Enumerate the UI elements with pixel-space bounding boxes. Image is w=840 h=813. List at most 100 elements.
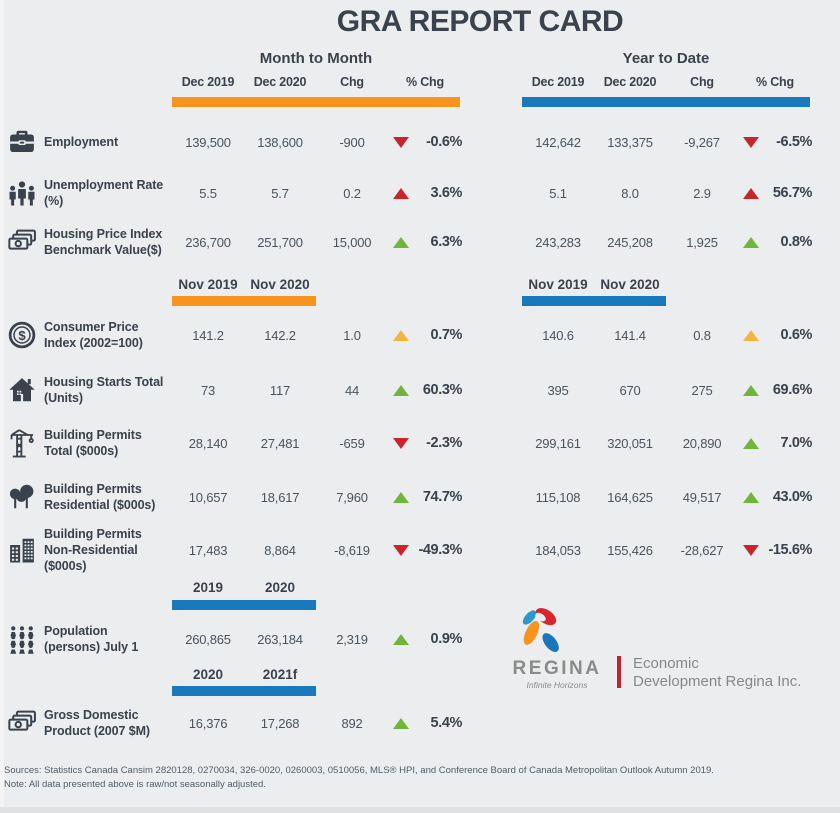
period-label: Nov 2020 [600, 277, 660, 292]
cell-ytd-v2019: 115,108 [535, 489, 581, 505]
logo-org-line2: Development Regina Inc. [633, 673, 802, 690]
percent-change-value: 0.7% [430, 327, 463, 343]
percent-change-value: 5.4% [430, 715, 463, 731]
cell-mtm-v2019: 16,376 [188, 715, 228, 731]
group-title-year-to-date: Year to Date [622, 50, 710, 67]
period-subheader-bar [522, 296, 666, 306]
population-icon [0, 624, 44, 654]
percent-change-value: 3.6% [430, 185, 463, 201]
cell-mtm-chg: -8,619 [334, 542, 370, 558]
cell-mtm-pct: 5.4% [388, 715, 462, 731]
cell-mtm-v2019: 141.2 [192, 327, 224, 343]
percent-change-value: -6.5% [776, 134, 812, 150]
cell-mtm-v2020: 18,617 [260, 489, 300, 505]
group-title-month-to-month: Month to Month [259, 50, 373, 67]
period-label: 2020 [264, 580, 296, 595]
cell-mtm-pct: 3.6% [388, 185, 462, 201]
indicator-row: $ Consumer Price Index (2002=100) 141.2 142… [0, 309, 812, 361]
column-header: % Chg [756, 75, 794, 89]
cell-ytd-v2019: 140.6 [542, 327, 574, 343]
cell-mtm-v2019: 73 [200, 382, 216, 398]
footer-sources: Sources: Statistics Canada Cansim 282012… [4, 765, 714, 776]
period-subheader-bar [172, 686, 316, 696]
cell-ytd-pct: 43.0% [738, 489, 812, 505]
cell-ytd-v2019: 5.1 [549, 185, 567, 201]
cell-ytd-pct: 69.6% [738, 382, 812, 398]
cell-ytd-v2020: 155,426 [607, 542, 653, 558]
triangle-down-icon [743, 544, 759, 556]
percent-change-value: -15.6% [768, 542, 812, 558]
triangle-down-icon [393, 437, 409, 449]
triangle-up-icon [393, 384, 409, 396]
cell-ytd-v2020: 8.0 [621, 185, 639, 201]
indicator-label: Building Permits Residential ($000s) [44, 481, 156, 512]
cell-ytd-v2020: 141.4 [614, 327, 646, 343]
year-to-date-header-bar [522, 97, 810, 107]
column-header: Dec 2020 [253, 75, 307, 89]
indicator-label: Gross Domestic Product (2007 $M) [44, 707, 150, 738]
indicator-row: Population (persons) July 1 260,865 263,18… [0, 613, 812, 665]
buildings-icon [0, 535, 44, 565]
cell-ytd-v2020: 320,051 [607, 435, 653, 451]
triangle-up-icon [743, 437, 759, 449]
cell-mtm-v2019: 139,500 [185, 134, 231, 150]
regina-logo: REGINA Infinite Horizons Economic Develo… [505, 598, 815, 698]
period-label: Nov 2019 [178, 277, 238, 292]
cell-mtm-chg: 15,000 [332, 234, 372, 250]
cell-mtm-pct: -2.3% [388, 435, 462, 451]
house-icon [0, 375, 44, 405]
people-icon [0, 178, 44, 208]
cell-mtm-chg: 7,960 [336, 489, 368, 505]
indicator-row: Unemployment Rate (%) 5.5 5.7 0.2 3.6% 5.1 8.0… [0, 167, 812, 219]
logo-org-name: Economic Development Regina Inc. [633, 655, 801, 691]
cell-ytd-v2020: 133,375 [607, 134, 653, 150]
indicator-row: Housing Price Index Benchmark Value($) 23… [0, 216, 812, 268]
cell-mtm-chg: 44 [344, 382, 360, 398]
cell-ytd-pct: -6.5% [738, 134, 812, 150]
cell-ytd-v2020: 670 [619, 382, 641, 398]
column-header: Dec 2019 [181, 75, 235, 89]
crane-icon [0, 427, 44, 459]
cell-mtm-chg: 0.2 [343, 185, 361, 201]
cell-mtm-v2019: 10,657 [188, 489, 228, 505]
cell-mtm-pct: 0.7% [388, 327, 462, 343]
cell-mtm-chg: 2,319 [336, 631, 368, 647]
percent-change-value: -49.3% [418, 542, 462, 558]
indicator-row: Employment 139,500 138,600 -900 -0.6% 142,642… [0, 116, 812, 168]
percent-change-value: 0.8% [780, 234, 813, 250]
period-label: Nov 2019 [528, 277, 588, 292]
footer-note: Note: All data presented above is raw/no… [4, 779, 266, 790]
logo-tagline: Infinite Horizons [526, 680, 588, 690]
banknotes-icon [0, 709, 44, 737]
cell-mtm-v2020: 251,700 [257, 234, 303, 250]
cell-ytd-v2019: 243,283 [535, 234, 581, 250]
month-to-month-header-bar [172, 97, 460, 107]
cell-ytd-pct: 7.0% [738, 435, 812, 451]
cell-ytd-chg: 49,517 [682, 489, 722, 505]
indicator-label: Unemployment Rate (%) [44, 177, 164, 208]
period-subheader: Nov 2019 Nov 2020 [522, 277, 666, 292]
percent-change-value: 74.7% [422, 489, 463, 505]
regina-r-mark-icon [522, 608, 559, 652]
triangle-down-icon [743, 136, 759, 148]
triangle-up-icon [393, 717, 409, 729]
percent-change-value: -0.6% [426, 134, 462, 150]
cell-ytd-pct: 0.6% [738, 327, 812, 343]
column-headers-year-to-date: Dec 2019 Dec 2020 Chg % Chg [522, 75, 812, 89]
cell-ytd-v2019: 184,053 [535, 542, 581, 558]
triangle-up-icon [743, 384, 759, 396]
cell-ytd-v2019: 299,161 [535, 435, 581, 451]
indicator-row: Building Permits Residential ($000s) 10,6… [0, 471, 812, 523]
cell-mtm-v2019: 5.5 [199, 185, 217, 201]
indicator-row: Gross Domestic Product (2007 $M) 16,376 17… [0, 697, 812, 749]
cell-mtm-v2020: 8,864 [264, 542, 296, 558]
cell-mtm-pct: 60.3% [388, 382, 462, 398]
cell-mtm-pct: 74.7% [388, 489, 462, 505]
cell-mtm-v2020: 142.2 [264, 327, 296, 343]
cell-ytd-chg: -9,267 [684, 134, 720, 150]
cell-ytd-pct: 0.8% [738, 234, 812, 250]
indicator-label: Housing Starts Total (Units) [44, 374, 164, 405]
cell-mtm-chg: -659 [339, 435, 365, 451]
indicator-label: Employment [44, 134, 119, 149]
cell-mtm-v2020: 263,184 [257, 631, 303, 647]
